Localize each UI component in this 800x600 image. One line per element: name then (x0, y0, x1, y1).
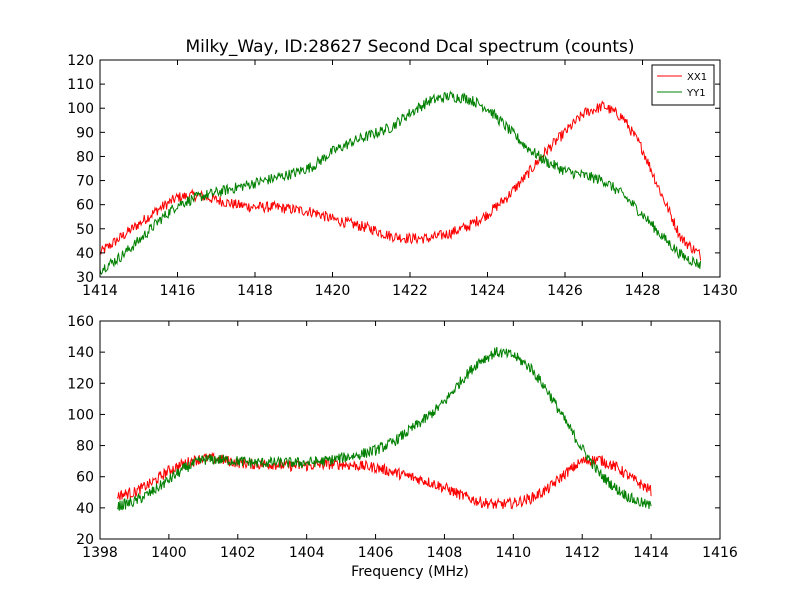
y-tick-label: 20 (76, 532, 94, 548)
x-tick-label: 1408 (427, 545, 463, 561)
x-tick-label: 1430 (702, 283, 738, 299)
x-tick-label: 1400 (151, 545, 187, 561)
x-tick-label: 1410 (496, 545, 532, 561)
series-line-series-2 (116, 347, 652, 511)
series-line-yy1 (99, 90, 702, 275)
legend-label-xx1: XX1 (687, 72, 707, 83)
y-tick-label: 160 (67, 314, 94, 330)
series-line-series-1 (116, 451, 652, 510)
legend-label-yy1: YY1 (686, 88, 706, 99)
y-tick-label: 140 (67, 345, 94, 361)
series-line-xx1 (99, 100, 702, 261)
x-tick-label: 1404 (289, 545, 325, 561)
x-tick-label: 1414 (633, 545, 669, 561)
subplot-2: 1398 1400 1402 1404 1406 1408 1410 1412 1414 1416… (67, 314, 738, 580)
y-tick-label: 110 (67, 77, 94, 93)
y-tick-label: 40 (76, 501, 94, 517)
axes-frame (99, 320, 721, 540)
x-tick-label: 1424 (470, 283, 506, 299)
y-tick-label: 60 (76, 470, 94, 486)
y-tick-label: 30 (76, 270, 94, 286)
x-tick-label: 1402 (220, 545, 256, 561)
legend-box (651, 64, 715, 106)
y-tick-label: 70 (76, 174, 94, 190)
y-tick-label: 100 (67, 407, 94, 423)
y-tick-label: 40 (76, 246, 94, 262)
subplot-1: 1414 1416 1418 1420 1422 1424 1426 1428 1430 30 40… (67, 37, 738, 299)
x-tick-label: 1428 (625, 283, 661, 299)
x-tick-label: 1418 (237, 283, 273, 299)
chart-title: Milky_Way, ID:28627 Second Dcal spectrum… (185, 37, 634, 57)
y-tick-label: 80 (76, 439, 94, 455)
y-tick-label: 120 (67, 376, 94, 392)
y-tick-label: 100 (67, 101, 94, 117)
y-tick-label: 60 (76, 198, 94, 214)
x-tick-label: 1412 (564, 545, 600, 561)
axes-frame (99, 59, 721, 278)
x-tick-label: 1416 (702, 545, 738, 561)
x-tick-label: 1398 (82, 545, 118, 561)
y-tick-label: 50 (76, 222, 94, 238)
x-tick-label: 1426 (547, 283, 583, 299)
y-tick-label: 80 (76, 149, 94, 165)
y-tick-label: 120 (67, 53, 94, 69)
x-tick-label: 1416 (160, 283, 196, 299)
x-tick-label: 1422 (392, 283, 428, 299)
y-tick-label: 90 (76, 125, 94, 141)
x-tick-label: 1414 (82, 283, 118, 299)
x-tick-label: 1420 (315, 283, 351, 299)
x-axis-label: Frequency (MHz) (351, 564, 469, 580)
x-tick-label: 1406 (358, 545, 394, 561)
